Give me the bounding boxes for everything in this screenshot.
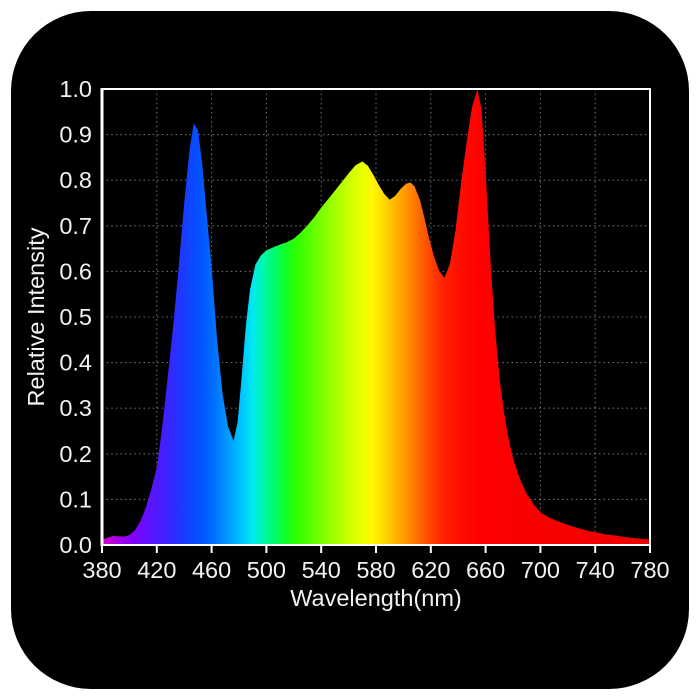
x-tick-label: 580	[356, 557, 395, 583]
y-tick-label: 0.6	[59, 258, 92, 284]
y-tick-label: 0.5	[59, 304, 92, 330]
x-tick-label: 780	[630, 557, 669, 583]
axis-ticks	[101, 545, 651, 553]
x-tick-label: 460	[192, 557, 231, 583]
y-tick-label: 0.3	[59, 395, 92, 421]
x-tick-label: 740	[576, 557, 615, 583]
x-tick-label: 500	[247, 557, 286, 583]
y-tick-label: 0.8	[59, 167, 92, 193]
x-tick-label: 420	[137, 557, 176, 583]
y-tick-label: 0.0	[59, 532, 92, 558]
y-tick-label: 0.1	[59, 486, 92, 512]
x-tick-label: 660	[466, 557, 505, 583]
x-tick-label: 540	[302, 557, 341, 583]
x-tick-label: 620	[411, 557, 450, 583]
x-axis-title: Wavelength(nm)	[290, 585, 462, 611]
y-axis-title: Relative Intensity	[23, 227, 49, 406]
y-tick-label: 0.4	[59, 350, 92, 376]
gridlines	[102, 89, 650, 545]
y-tick-label: 0.9	[59, 122, 92, 148]
x-tick-label: 700	[521, 557, 560, 583]
axis-tick-labels: 380 420 460 500 540 580 620 660 700 740 780 0.0 0.1 0…	[59, 76, 669, 583]
spectrum-curve	[102, 89, 650, 545]
y-tick-label: 1.0	[59, 76, 92, 102]
y-tick-label: 0.7	[59, 213, 92, 239]
x-tick-label: 380	[82, 557, 121, 583]
y-tick-label: 0.2	[59, 441, 92, 467]
